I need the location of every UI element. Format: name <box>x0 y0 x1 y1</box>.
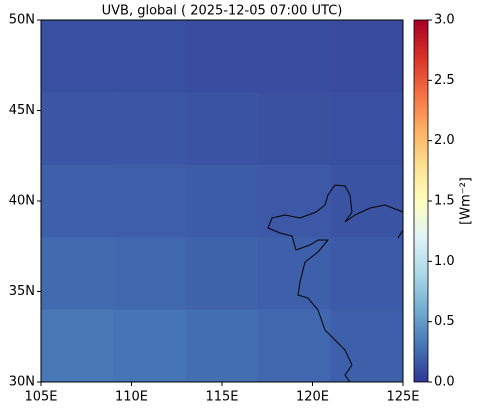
colorbar-tick-label: 2.0 <box>434 133 455 148</box>
field-cell <box>330 20 404 93</box>
coastline <box>267 184 404 383</box>
field-cell <box>41 164 114 238</box>
field-cell <box>113 20 187 93</box>
field-cell <box>41 237 114 311</box>
colorbar <box>413 19 429 383</box>
field-cell <box>330 237 404 311</box>
field-cell <box>330 309 404 383</box>
y-tick-label: 45N <box>9 103 35 118</box>
field-cell <box>330 164 404 238</box>
x-tick-label: 110E <box>115 390 148 405</box>
y-tick-label: 30N <box>9 375 35 390</box>
chart-title: UVB, global ( 2025-12-05 07:00 UTC) <box>102 4 343 19</box>
field-cell <box>258 309 332 383</box>
x-tick-label: 125E <box>386 390 419 405</box>
colorbar-tick-label: 0.5 <box>434 314 455 329</box>
y-tick-label: 40N <box>9 194 35 209</box>
y-tick-label: 35N <box>9 284 35 299</box>
field-cell <box>113 237 187 311</box>
field-cell <box>185 92 259 166</box>
x-tick-label: 105E <box>24 390 57 405</box>
x-tick-label: 120E <box>296 390 329 405</box>
field-cell <box>185 164 259 238</box>
field-cell <box>41 92 114 166</box>
colorbar-tick-label: 2.5 <box>434 73 455 88</box>
field-cell <box>113 309 187 383</box>
field-cell <box>258 237 332 311</box>
colorbar-tick-label: 3.0 <box>434 13 455 28</box>
field-cell <box>258 164 332 238</box>
colorbar-label: [Wm⁻²] <box>459 177 474 225</box>
field-cell <box>185 20 259 93</box>
field-cell <box>185 237 259 311</box>
field-cell <box>113 92 187 166</box>
field-cell <box>113 164 187 238</box>
colorbar-tick-label: 0.0 <box>434 375 455 390</box>
colorbar-tick-label: 1.0 <box>434 254 455 269</box>
field-cell <box>41 20 114 93</box>
x-tick-label: 115E <box>205 390 238 405</box>
field-cell <box>258 92 332 166</box>
field-cell <box>258 20 332 93</box>
field-cell <box>330 92 404 166</box>
field-cell <box>185 309 259 383</box>
y-tick-label: 50N <box>9 13 35 28</box>
map-field <box>41 20 404 383</box>
field-cell <box>41 309 114 383</box>
colorbar-tick-label: 1.5 <box>434 194 455 209</box>
